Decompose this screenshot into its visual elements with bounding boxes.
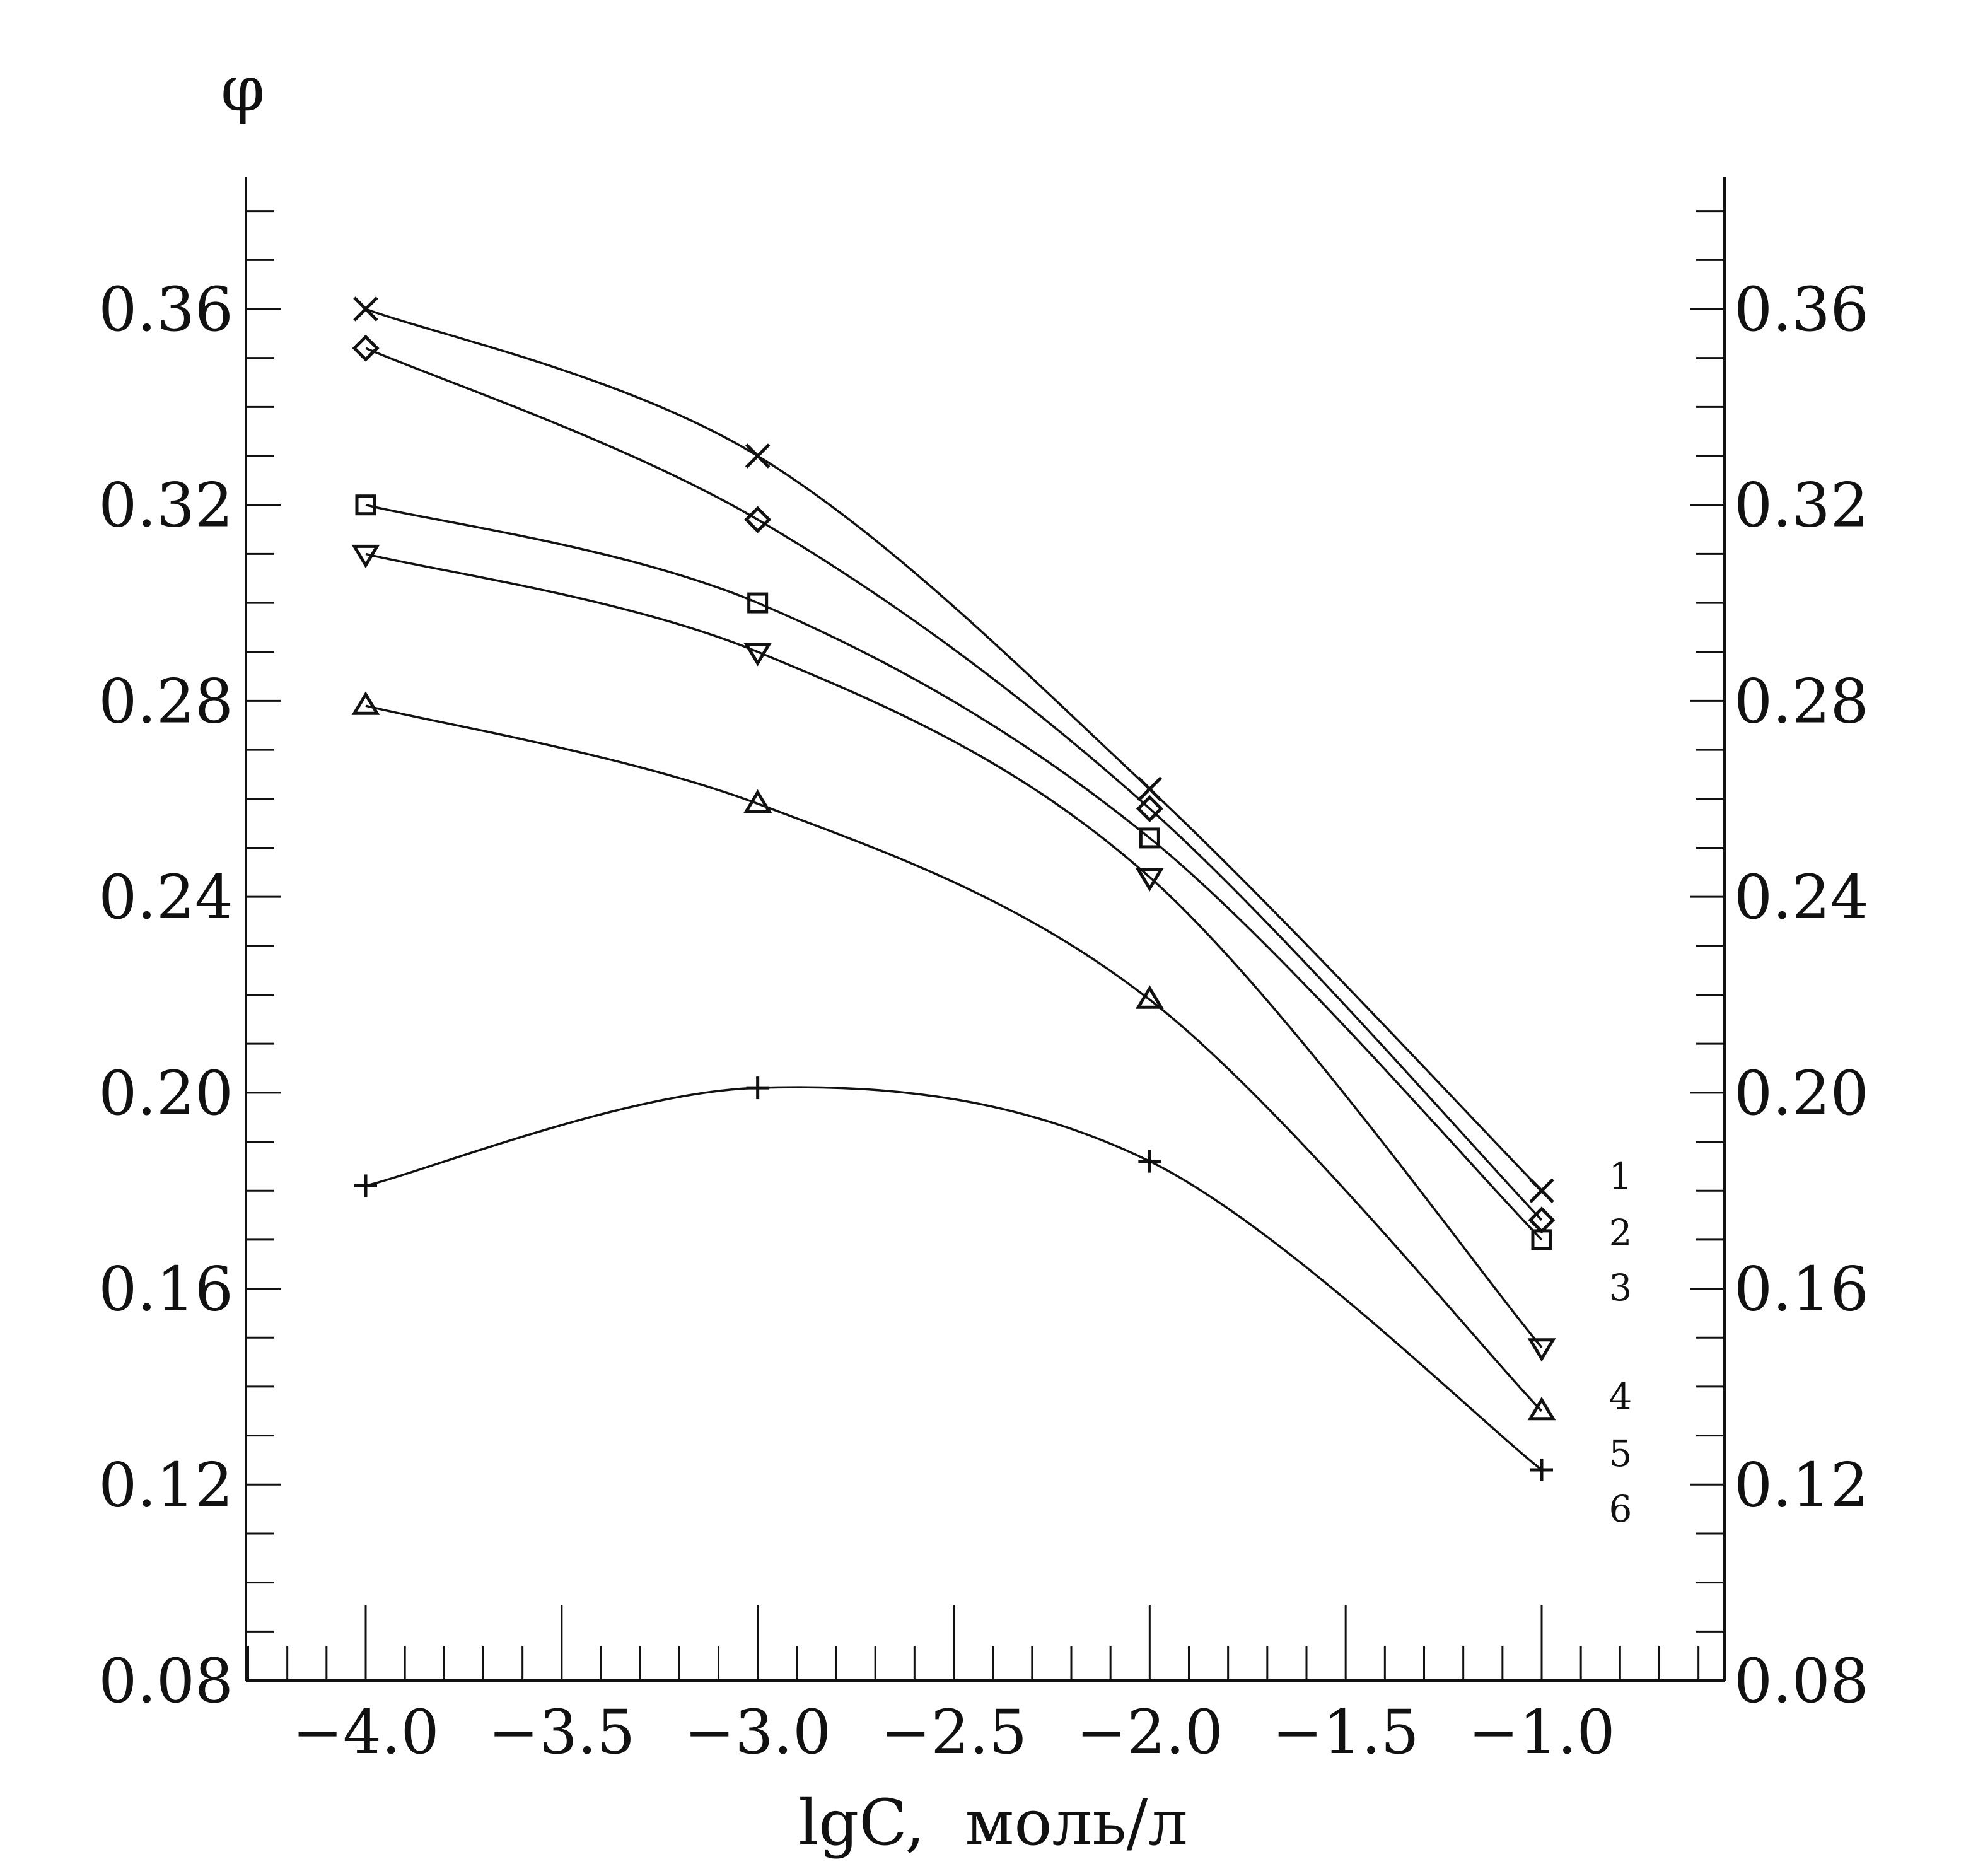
x-marker xyxy=(1137,776,1163,802)
y-tick-label-left: 0.24 xyxy=(98,862,233,933)
x-marker-stroke xyxy=(745,443,771,469)
markers xyxy=(351,296,1556,1481)
x-marker xyxy=(353,296,378,322)
square-marker-shape xyxy=(1531,1229,1552,1250)
up-triangle-marker xyxy=(743,789,772,813)
square-marker xyxy=(355,494,376,516)
y-tick-label-left: 0.12 xyxy=(98,1450,233,1520)
plus-marker xyxy=(1530,1458,1553,1481)
y-tick-label-right: 0.12 xyxy=(1734,1450,1869,1520)
square-marker xyxy=(1139,827,1160,849)
y-tick-label-right: 0.20 xyxy=(1734,1058,1869,1129)
down-triangle-marker xyxy=(1135,868,1164,892)
x-marker-stroke xyxy=(353,296,378,322)
axes: 0.08 0.08 0.12 0.12 0.16 0.16 0.20 0.20 0.24 0.24… xyxy=(98,177,1869,1768)
curve-label: 5 xyxy=(1609,1432,1632,1475)
y-tick-label-right: 0.32 xyxy=(1734,470,1869,541)
square-marker-shape xyxy=(355,494,376,516)
plus-marker xyxy=(354,1174,377,1197)
curve-label: 3 xyxy=(1609,1266,1632,1309)
square-marker xyxy=(1531,1229,1552,1250)
up-triangle-marker-shape xyxy=(743,789,772,813)
diamond-marker xyxy=(744,506,772,533)
up-triangle-marker xyxy=(1527,1396,1556,1421)
down-triangle-marker-shape xyxy=(1135,868,1164,892)
down-triangle-marker-shape xyxy=(351,544,380,569)
x-tick-label: −1.5 xyxy=(1272,1697,1419,1768)
curve-label: 1 xyxy=(1609,1155,1632,1197)
y-tick-label-left: 0.32 xyxy=(98,470,233,541)
y-tick-label-left: 0.20 xyxy=(98,1058,233,1129)
square-marker-shape xyxy=(1139,827,1160,849)
y-axis-title: φ xyxy=(221,52,265,125)
x-marker-stroke xyxy=(1137,776,1163,802)
y-tick-label-right: 0.16 xyxy=(1734,1254,1869,1325)
y-tick-label-right: 0.08 xyxy=(1734,1646,1869,1716)
x-marker xyxy=(1529,1178,1554,1203)
diamond-marker-shape xyxy=(1136,795,1163,822)
diamond-marker xyxy=(1136,795,1163,822)
y-tick-label-right: 0.36 xyxy=(1734,274,1869,345)
labels: 1 2 3 4 5 6 xyxy=(1609,1155,1632,1530)
series-line xyxy=(365,504,1543,1241)
diamond-marker-shape xyxy=(352,334,380,362)
series-line xyxy=(365,308,1543,1192)
x-tick-label: −2.5 xyxy=(880,1697,1027,1768)
up-triangle-marker-shape xyxy=(1135,985,1164,1009)
curve-label: 6 xyxy=(1609,1488,1632,1530)
x-axis-title: lgC, моль/л xyxy=(798,1786,1187,1860)
down-triangle-marker xyxy=(1527,1338,1556,1362)
up-triangle-marker xyxy=(351,691,380,715)
down-triangle-marker xyxy=(351,544,380,569)
curve-label: 2 xyxy=(1609,1211,1632,1254)
x-marker-stroke xyxy=(1529,1178,1554,1203)
down-triangle-marker-shape xyxy=(1527,1338,1556,1362)
y-tick-label-left: 0.36 xyxy=(98,274,233,345)
y-tick-label-left: 0.08 xyxy=(98,1646,233,1716)
curves xyxy=(365,308,1543,1471)
series-line xyxy=(365,347,1543,1221)
square-marker-shape xyxy=(747,592,769,614)
square-marker xyxy=(747,592,769,614)
up-triangle-marker-shape xyxy=(1527,1396,1556,1421)
plus-marker xyxy=(746,1076,769,1100)
up-triangle-marker-shape xyxy=(351,691,380,715)
y-tick-label-left: 0.28 xyxy=(98,666,233,737)
series-line xyxy=(365,1086,1543,1471)
x-tick-label: −3.0 xyxy=(684,1697,831,1768)
series-line xyxy=(365,552,1543,1348)
down-triangle-marker-shape xyxy=(743,643,772,667)
x-tick-label: −2.0 xyxy=(1076,1697,1223,1768)
plus-marker xyxy=(1138,1150,1161,1173)
up-triangle-marker xyxy=(1135,985,1164,1009)
x-tick-label: −1.0 xyxy=(1468,1697,1615,1768)
diamond-marker xyxy=(352,334,380,362)
x-tick-label: −3.5 xyxy=(488,1697,635,1768)
y-tick-label-right: 0.24 xyxy=(1734,862,1869,933)
diamond-marker-shape xyxy=(744,506,772,533)
curve-label: 4 xyxy=(1609,1375,1632,1418)
y-tick-label-left: 0.16 xyxy=(98,1254,233,1325)
down-triangle-marker xyxy=(743,643,772,667)
y-tick-label-right: 0.28 xyxy=(1734,666,1869,737)
x-marker xyxy=(745,443,771,469)
series-line xyxy=(365,704,1543,1412)
x-tick-label: −4.0 xyxy=(292,1697,439,1768)
